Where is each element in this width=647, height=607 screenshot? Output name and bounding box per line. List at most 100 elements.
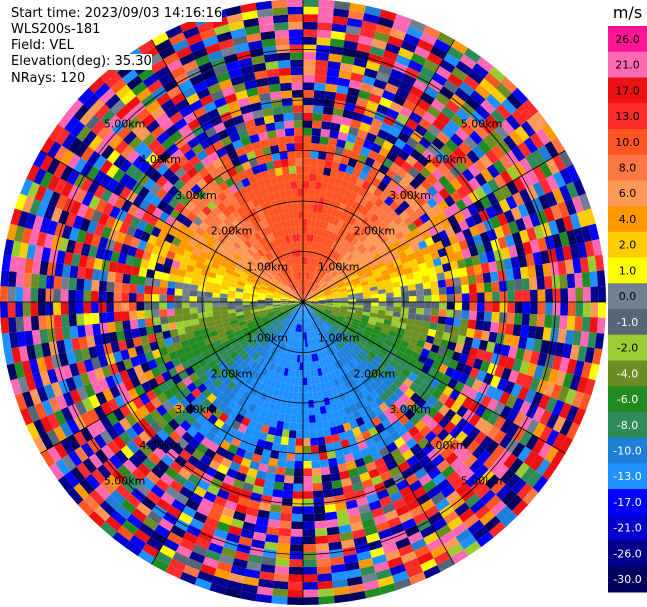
range-gate — [260, 100, 273, 110]
range-gate — [321, 333, 328, 342]
range-gate — [310, 299, 319, 302]
range-gate — [182, 59, 199, 73]
range-gate — [197, 290, 206, 297]
range-gate — [256, 179, 266, 189]
range-gate — [584, 208, 596, 226]
range-gate — [345, 165, 355, 175]
range-gate — [308, 354, 313, 363]
range-gate — [182, 283, 191, 291]
range-gate — [351, 393, 360, 404]
range-gate — [331, 433, 341, 443]
range-gate — [476, 283, 485, 293]
range-gate — [300, 286, 303, 295]
range-gate — [290, 59, 303, 68]
range-gate — [86, 165, 100, 181]
range-gate — [424, 295, 432, 302]
range-gate — [206, 342, 216, 351]
range-gate — [311, 467, 322, 476]
range-gate — [378, 306, 387, 311]
range-gate — [405, 118, 419, 131]
range-gate — [222, 321, 231, 328]
range-gate — [204, 337, 213, 346]
range-gate — [184, 325, 194, 334]
range-gate — [373, 561, 390, 573]
range-gate — [438, 309, 447, 317]
range-gate — [579, 331, 590, 347]
range-gate — [175, 246, 186, 256]
range-gate — [380, 327, 390, 335]
range-gate — [557, 201, 570, 218]
range-gate — [150, 226, 162, 238]
range-gate — [37, 288, 46, 302]
range-gate — [386, 151, 398, 163]
range-gate — [280, 261, 286, 270]
range-gate — [360, 260, 369, 268]
range-gate — [500, 119, 515, 136]
range-gate — [325, 511, 338, 521]
range-gate — [136, 502, 152, 517]
range-gate — [368, 260, 378, 268]
range-gate — [381, 226, 392, 236]
range-gate — [258, 15, 274, 26]
range-gate — [448, 359, 459, 370]
range-gate — [359, 246, 368, 255]
range-gate — [241, 583, 258, 594]
range-gate — [408, 357, 418, 367]
range-gate — [356, 213, 366, 223]
range-gate — [265, 296, 274, 299]
range-gate — [294, 289, 299, 296]
range-gate — [180, 386, 192, 398]
range-gate — [274, 167, 283, 176]
range-gate — [259, 408, 268, 418]
range-gate — [529, 376, 541, 392]
range-gate — [467, 203, 479, 216]
range-gate — [551, 275, 561, 289]
range-gate — [423, 341, 433, 351]
range-gate — [309, 430, 318, 439]
range-gate — [97, 464, 112, 480]
range-gate — [368, 316, 378, 322]
range-gate — [424, 357, 435, 368]
range-gate — [566, 358, 578, 375]
range-gate — [183, 319, 192, 328]
range-gate — [515, 217, 527, 232]
range-gate — [397, 443, 410, 455]
range-gate — [115, 231, 127, 244]
range-gate — [390, 342, 400, 351]
range-gate — [357, 89, 371, 101]
range-gate — [299, 241, 303, 249]
range-gate — [317, 305, 326, 308]
range-gate — [365, 60, 381, 72]
range-ring-label: 3.00km — [175, 189, 217, 202]
range-gate — [375, 71, 390, 83]
range-gate — [303, 339, 306, 348]
range-gate — [275, 288, 283, 293]
range-gate — [310, 437, 318, 446]
range-gate — [162, 52, 180, 66]
range-gate — [273, 159, 282, 169]
range-gate — [360, 378, 370, 388]
range-gate — [99, 174, 113, 189]
range-gate — [332, 292, 340, 296]
range-gate — [15, 271, 25, 288]
range-gate — [393, 138, 407, 150]
range-gate — [526, 227, 538, 242]
range-gate — [88, 195, 101, 210]
range-gate — [327, 137, 338, 147]
range-gate — [359, 197, 369, 207]
range-gate — [409, 414, 421, 426]
range-gate — [278, 528, 292, 537]
range-gate — [332, 378, 340, 387]
range-gate — [419, 525, 436, 539]
range-gate — [26, 164, 40, 182]
range-gate — [559, 419, 573, 437]
range-gate — [117, 525, 134, 541]
range-gate — [303, 300, 311, 302]
range-gate — [271, 442, 281, 452]
range-gate — [297, 400, 303, 409]
range-gate — [281, 351, 287, 360]
range-gate — [375, 568, 392, 580]
range-gate — [258, 502, 271, 512]
range-gate — [184, 270, 194, 279]
range-gate — [82, 457, 97, 474]
